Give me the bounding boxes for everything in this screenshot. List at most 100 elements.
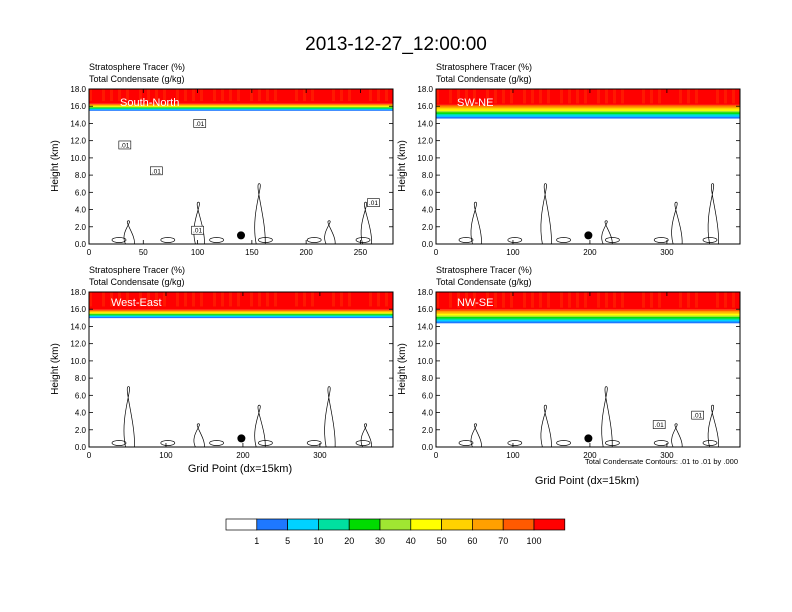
tracer-gradient-band [436, 110, 740, 113]
tracer-gradient-band [436, 112, 740, 115]
tracer-gradient-band [436, 320, 740, 322]
tracer-streak [650, 292, 653, 308]
tracer-streak [303, 89, 306, 102]
contour-label: .01 [369, 200, 378, 207]
tracer-gradient-band [436, 309, 740, 312]
tracer-streak [266, 292, 269, 307]
tracer-gradient-band [89, 312, 393, 314]
tracer-streak [200, 89, 203, 102]
tracer-streak [176, 89, 179, 102]
y-tick-label: 6.0 [75, 188, 87, 197]
tracer-gradient-band [89, 309, 393, 312]
x-tick-label: 100 [191, 248, 205, 257]
y-tick-label: 10.0 [417, 154, 433, 163]
tracer-streak [494, 292, 497, 308]
condensate-blob [160, 440, 176, 446]
tracer-streak [126, 89, 129, 102]
condensate-contour [360, 201, 372, 245]
panel-1-plot: 0.0 2.0 4.0 6.0 8.0 10.0 12.0 14.0 16.0 18.0 0 100 2… [417, 85, 741, 257]
tracer-gradient-band [436, 317, 740, 319]
colorbar-swatch [287, 518, 319, 531]
condensate-contour [671, 423, 683, 448]
tracer-streak [377, 89, 380, 102]
tracer-streak [523, 292, 526, 308]
tracer-streak [89, 292, 92, 307]
x-tick-label: 0 [87, 451, 92, 460]
tracer-streak [118, 89, 121, 102]
tracer-streak [213, 89, 216, 102]
tracer-gradient-band [89, 109, 393, 111]
panel-2-fill-label: Stratosphere Tracer (%) [89, 265, 185, 275]
x-tick-label: 50 [139, 248, 148, 257]
tracer-streak [258, 292, 261, 307]
tracer-streak [274, 292, 277, 307]
x-tick-label: 200 [583, 248, 597, 257]
x-tick-label: 200 [583, 451, 597, 460]
panel-3-contour-label: Total Condensate (g/kg) [436, 277, 532, 287]
figure-title: 2013-12-27_12:00:00 [305, 34, 487, 55]
tracer-streak [340, 292, 343, 307]
condensate-contour [601, 386, 613, 448]
condensate-blob [556, 237, 571, 243]
tracer-streak [436, 89, 439, 104]
condensate-blob [306, 440, 322, 446]
tracer-gradient-band [436, 318, 740, 321]
tracer-gradient-band [89, 109, 393, 111]
y-tick-label: 14.0 [417, 119, 433, 128]
y-tick-label: 12.0 [70, 137, 86, 146]
tracer-streak [523, 89, 526, 104]
tracer-streak [597, 89, 600, 104]
tracer-streak [295, 292, 298, 307]
tracer-streak [340, 89, 343, 102]
tracer-streak [155, 292, 158, 307]
tracer-streak [531, 89, 534, 104]
tracer-streak [650, 89, 653, 104]
panel-3-ylabel: Height (km) [397, 343, 408, 395]
tracer-streak [250, 292, 253, 307]
tracer-streak [311, 292, 314, 307]
tracer-streak [163, 292, 166, 307]
tracer-streak [348, 292, 351, 307]
tracer-streak [295, 89, 298, 102]
tracer-streak [724, 292, 727, 308]
y-tick-label: 12.0 [417, 137, 433, 146]
contour-label-box [193, 119, 207, 128]
tracer-gradient-band [89, 104, 393, 106]
tracer-streak [457, 292, 460, 308]
y-tick-label: 4.0 [75, 409, 87, 418]
x-tick-label: 300 [660, 248, 674, 257]
tracer-streak [695, 292, 698, 308]
tracer-streak [258, 89, 261, 102]
panel-3-xlabel: Grid Point (dx=15km) [535, 475, 639, 487]
tracer-streak [89, 89, 92, 102]
x-tick-label: 300 [313, 451, 327, 460]
tracer-streak [584, 89, 587, 104]
tracer-streak [221, 89, 224, 102]
condensate-contour [707, 404, 719, 448]
contour-label: .01 [120, 142, 129, 149]
y-tick-label: 10.0 [417, 357, 433, 366]
condensate-blob [702, 440, 718, 446]
condensate-blob [209, 440, 224, 446]
tracer-streak [237, 292, 240, 307]
colorbar-label: 5 [285, 536, 290, 546]
panel-0-ylabel: Height (km) [50, 140, 61, 192]
condensate-blob [605, 237, 620, 243]
tracer-streak [724, 89, 727, 104]
tracer-streak [547, 89, 550, 104]
y-tick-label: 10.0 [70, 154, 86, 163]
condensate-blob [209, 237, 224, 243]
x-tick-label: 300 [660, 451, 674, 460]
tracer-streak [560, 89, 563, 104]
condensate-blob [556, 440, 571, 446]
tracer-streak [687, 89, 690, 104]
tracer-streak [560, 292, 563, 308]
colorbar-swatch [225, 518, 258, 531]
plot-frame [435, 88, 741, 245]
contour-label-box [691, 410, 704, 420]
panel-2-xlabel: Grid Point (dx=15km) [188, 463, 292, 475]
condensate-blob [306, 237, 322, 243]
tracer-streak [679, 292, 682, 308]
tracer-gradient-band [436, 321, 740, 324]
contour-label-box [191, 225, 204, 235]
